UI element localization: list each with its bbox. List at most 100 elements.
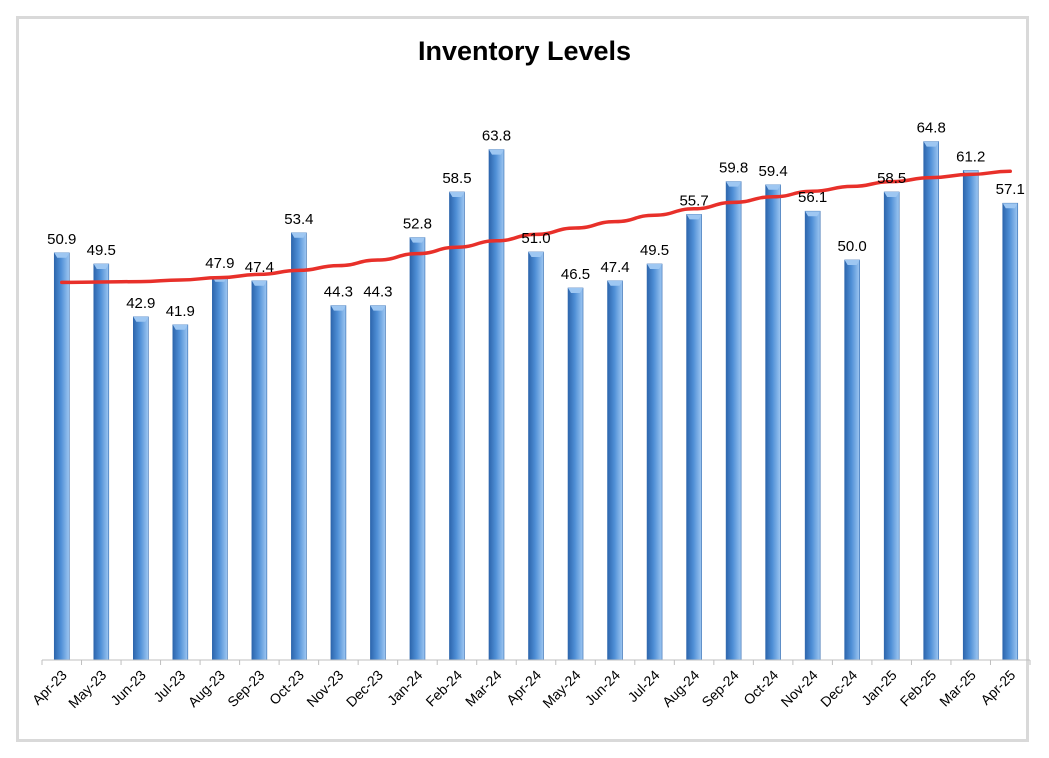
bar-May-24 [567, 287, 584, 661]
bar-cap-Jun-23 [133, 316, 149, 322]
bar-cap-Feb-25 [923, 141, 939, 147]
x-tick-label-Nov-23: Nov-23 [303, 667, 346, 710]
bar-cap-Dec-24 [844, 260, 860, 265]
data-label-Feb-25: 64.8 [917, 120, 946, 137]
x-tick-label-Oct-24: Oct-24 [740, 667, 781, 708]
data-label-Mar-24: 63.8 [482, 128, 511, 145]
bar-Jan-25 [883, 191, 900, 661]
x-tick-label-Feb-25: Feb-25 [897, 667, 940, 710]
x-tick-label-Mar-25: Mar-25 [936, 667, 979, 710]
data-label-Jul-23: 41.9 [166, 303, 195, 320]
x-tick-label-Sep-24: Sep-24 [698, 667, 741, 710]
data-label-Nov-24: 56.1 [798, 189, 827, 206]
bar-cap-Aug-24 [686, 214, 702, 220]
bar-cap-Mar-24 [488, 149, 504, 155]
data-label-Jun-24: 47.4 [600, 259, 629, 276]
data-label-Jan-25: 58.5 [877, 170, 906, 187]
data-label-May-24: 46.5 [561, 266, 590, 283]
bar-cap-Apr-24 [528, 252, 544, 257]
data-label-Nov-23: 44.3 [324, 284, 353, 301]
x-tick-label-Jun-24: Jun-24 [582, 667, 624, 709]
bar-Sep-24 [725, 181, 742, 661]
x-tick-label-Aug-24: Aug-24 [659, 667, 702, 710]
bar-Sep-23 [251, 280, 268, 661]
x-tick-label-Jun-23: Jun-23 [107, 667, 149, 709]
bar-Jan-24 [409, 237, 426, 661]
bar-cap-Jan-24 [409, 237, 425, 243]
bar-cap-Jan-25 [884, 192, 900, 197]
bar-Oct-24 [765, 184, 781, 661]
bar-Apr-25 [1002, 202, 1019, 661]
bar-May-23 [93, 263, 110, 661]
x-tick-label-Oct-23: Oct-23 [266, 667, 307, 708]
bar-Nov-24 [804, 210, 821, 661]
bar-Aug-23 [212, 276, 228, 661]
bar-cap-Feb-24 [449, 192, 465, 197]
data-label-Aug-24: 55.7 [679, 192, 708, 209]
bar-cap-Nov-23 [330, 305, 346, 311]
x-tick-label-Nov-24: Nov-24 [778, 667, 821, 710]
data-label-Mar-25: 61.2 [956, 148, 985, 165]
x-tick-label-Aug-23: Aug-23 [185, 667, 228, 710]
data-label-Jul-24: 49.5 [640, 242, 669, 259]
data-label-Dec-23: 44.3 [363, 284, 392, 301]
trendline [60, 169, 1012, 285]
bar-cap-Dec-23 [370, 305, 386, 311]
x-tick-label-Jul-24: Jul-24 [624, 667, 662, 705]
bar-cap-Apr-23 [54, 252, 70, 258]
bar-cap-Oct-23 [291, 232, 307, 238]
bar-Mar-25 [962, 170, 979, 661]
x-tick-label-Apr-25: Apr-25 [977, 667, 1018, 708]
bar-Feb-25 [923, 141, 940, 661]
chart-title: Inventory Levels [417, 36, 632, 66]
x-tick-label-Jan-24: Jan-24 [384, 667, 426, 709]
bar-Oct-23 [291, 232, 307, 661]
bar-Dec-23 [370, 305, 386, 661]
data-label-Apr-24: 51.0 [521, 230, 550, 247]
x-tick-label-May-23: May-23 [65, 667, 109, 711]
bar-cap-May-23 [93, 264, 109, 269]
x-tick-label-Jan-25: Jan-25 [858, 667, 900, 709]
bar-Apr-24 [528, 251, 544, 661]
bar-cap-Sep-24 [726, 181, 742, 187]
x-tick-label-Dec-24: Dec-24 [817, 667, 860, 710]
bar-cap-Nov-24 [805, 211, 821, 217]
x-tick-label-Jul-23: Jul-23 [150, 667, 188, 705]
x-tick-label-Apr-24: Apr-24 [503, 667, 544, 708]
bar-cap-Apr-25 [1002, 203, 1018, 209]
bar-Nov-23 [330, 305, 347, 661]
bar-Aug-24 [686, 214, 702, 661]
data-label-Jun-23: 42.9 [126, 295, 155, 312]
bar-Jul-24 [646, 263, 663, 661]
x-tick-label-Mar-24: Mar-24 [462, 667, 505, 710]
data-label-May-23: 49.5 [87, 242, 116, 259]
bar-Jul-23 [172, 324, 189, 661]
bar-cap-Jun-24 [607, 280, 623, 286]
bar-Jun-24 [607, 280, 623, 661]
data-label-Apr-25: 57.1 [996, 181, 1025, 198]
x-tick-label-Dec-23: Dec-23 [343, 667, 386, 710]
bar-Mar-24 [488, 149, 505, 661]
data-label-Feb-24: 58.5 [442, 170, 471, 187]
bar-Dec-24 [844, 259, 860, 661]
x-tick-label-Apr-23: Apr-23 [29, 667, 70, 708]
data-label-Sep-24: 59.8 [719, 160, 748, 177]
bar-cap-Jul-24 [647, 264, 663, 269]
data-label-Oct-24: 59.4 [759, 163, 788, 180]
data-label-Jan-24: 52.8 [403, 216, 432, 233]
data-label-Dec-24: 50.0 [838, 238, 867, 255]
bar-cap-Jul-23 [172, 324, 188, 330]
x-tick-label-Sep-23: Sep-23 [224, 667, 267, 710]
x-tick-label-May-24: May-24 [539, 667, 583, 711]
x-tick-label-Feb-24: Feb-24 [422, 667, 465, 710]
bar-Feb-24 [449, 191, 465, 661]
data-label-Oct-23: 53.4 [284, 211, 313, 228]
bar-Apr-23 [53, 252, 70, 661]
bar-cap-May-24 [568, 288, 584, 293]
data-label-Aug-23: 47.9 [205, 255, 234, 272]
data-label-Apr-23: 50.9 [47, 231, 76, 248]
bar-cap-Sep-23 [251, 280, 267, 286]
bar-cap-Oct-24 [765, 184, 781, 190]
bar-Jun-23 [133, 316, 149, 661]
